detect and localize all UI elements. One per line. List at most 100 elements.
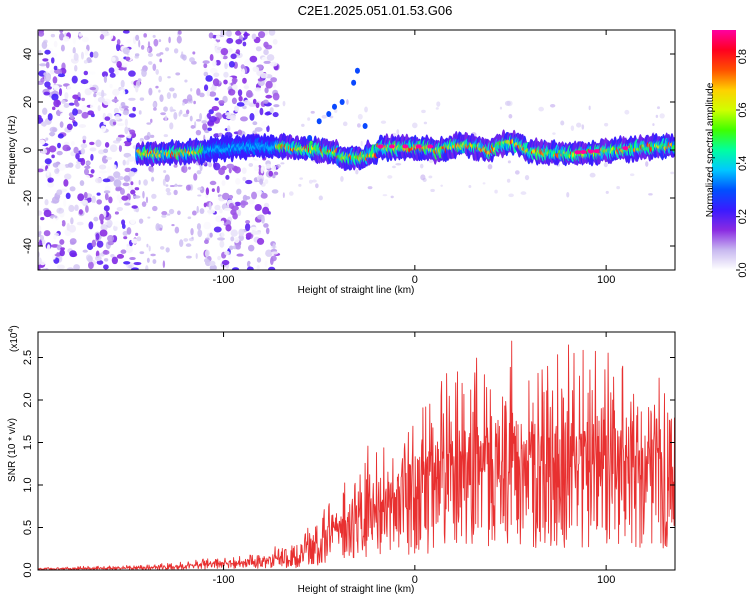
- noise-blob: [113, 245, 119, 252]
- noise-blob: [103, 75, 108, 83]
- noise-blob: [82, 174, 91, 180]
- noise-blob: [38, 242, 41, 246]
- noise-blob: [38, 49, 42, 56]
- noise-blob: [231, 84, 238, 90]
- noise-blob: [222, 55, 228, 60]
- noise-blob: [395, 163, 402, 166]
- noise-blob: [242, 105, 247, 110]
- outlier-blob: [307, 135, 313, 141]
- noise-blob: [103, 258, 109, 262]
- noise-blob: [73, 146, 79, 154]
- noise-blob: [652, 123, 655, 127]
- noise-blob: [605, 190, 609, 194]
- noise-blob: [107, 234, 115, 242]
- noise-blob: [206, 89, 211, 97]
- noise-blob: [83, 191, 88, 199]
- noise-blob: [254, 204, 262, 211]
- noise-blob: [215, 34, 221, 40]
- noise-blob: [63, 199, 67, 207]
- noise-blob: [38, 257, 42, 265]
- noise-blob: [265, 163, 271, 169]
- noise-blob: [202, 60, 210, 64]
- noise-blob: [163, 134, 169, 138]
- noise-blob: [538, 106, 544, 112]
- noise-blob: [173, 48, 179, 54]
- noise-blob: [96, 260, 104, 265]
- noise-blob: [103, 121, 107, 125]
- noise-blob: [89, 147, 97, 152]
- noise-blob: [122, 182, 130, 187]
- noise-blob: [132, 195, 141, 199]
- noise-blob: [241, 167, 247, 174]
- noise-blob: [122, 159, 126, 166]
- noise-blob: [131, 205, 138, 209]
- noise-blob: [243, 59, 252, 66]
- noise-blob: [116, 194, 121, 201]
- noise-blob: [116, 43, 121, 52]
- noise-blob: [40, 77, 45, 83]
- noise-blob: [120, 102, 126, 107]
- noise-blob: [149, 134, 155, 139]
- noise-blob: [95, 233, 100, 241]
- noise-blob: [428, 175, 433, 179]
- snr-line: [38, 340, 675, 570]
- noise-blob: [260, 192, 268, 199]
- noise-blob: [152, 63, 157, 71]
- noise-blob: [75, 102, 80, 107]
- noise-blob: [121, 105, 129, 109]
- noise-blob: [91, 195, 96, 204]
- spectrogram-panel: -100 0 100 -40 -20 0 20 40 Height of straight …: [7, 29, 676, 296]
- noise-blob: [221, 192, 230, 200]
- noise-blob: [182, 113, 189, 118]
- noise-blob: [185, 255, 192, 259]
- noise-blob: [244, 223, 251, 232]
- noise-blob: [259, 178, 264, 185]
- y-tick-label: 0: [22, 147, 34, 153]
- noise-blob: [121, 195, 129, 201]
- noise-blob: [616, 186, 620, 190]
- noise-blob: [78, 124, 87, 128]
- noise-blob: [133, 181, 138, 186]
- noise-blob: [117, 134, 125, 138]
- noise-blob: [196, 223, 202, 231]
- noise-blob: [208, 109, 214, 115]
- noise-blob: [138, 179, 141, 186]
- peak-blob: [427, 144, 434, 149]
- noise-blob: [419, 163, 424, 169]
- noise-blob: [238, 234, 245, 242]
- noise-blob: [122, 47, 130, 55]
- noise-blob: [50, 33, 56, 38]
- noise-blob: [66, 85, 74, 91]
- noise-blob: [83, 70, 89, 76]
- noise-blob: [230, 229, 238, 237]
- noise-blob: [152, 102, 157, 108]
- noise-blob: [120, 249, 127, 254]
- noise-blob: [38, 31, 45, 37]
- noise-blob: [239, 30, 246, 34]
- peak-blob: [402, 144, 409, 149]
- noise-blob: [259, 107, 264, 116]
- noise-blob: [208, 202, 212, 210]
- noise-blob: [59, 121, 64, 128]
- noise-blob: [56, 207, 65, 214]
- noise-blob: [235, 38, 243, 45]
- noise-blob: [210, 86, 217, 92]
- noise-blob: [506, 178, 511, 183]
- noise-blob: [421, 109, 426, 114]
- noise-blob: [260, 166, 264, 174]
- noise-blob: [217, 255, 221, 261]
- noise-blob: [220, 47, 229, 56]
- noise-blob: [163, 169, 167, 174]
- noise-blob: [148, 245, 151, 252]
- noise-blob: [255, 46, 262, 52]
- noise-blob: [100, 173, 106, 180]
- noise-blob: [227, 254, 232, 260]
- noise-blob: [156, 53, 162, 57]
- noise-blob: [520, 191, 527, 195]
- noise-blob: [162, 260, 166, 268]
- noise-blob: [72, 121, 78, 127]
- noise-blob: [228, 48, 233, 53]
- noise-blob: [214, 204, 221, 211]
- colorbar-tick-label: 0.4: [737, 156, 749, 171]
- noise-blob: [50, 57, 55, 64]
